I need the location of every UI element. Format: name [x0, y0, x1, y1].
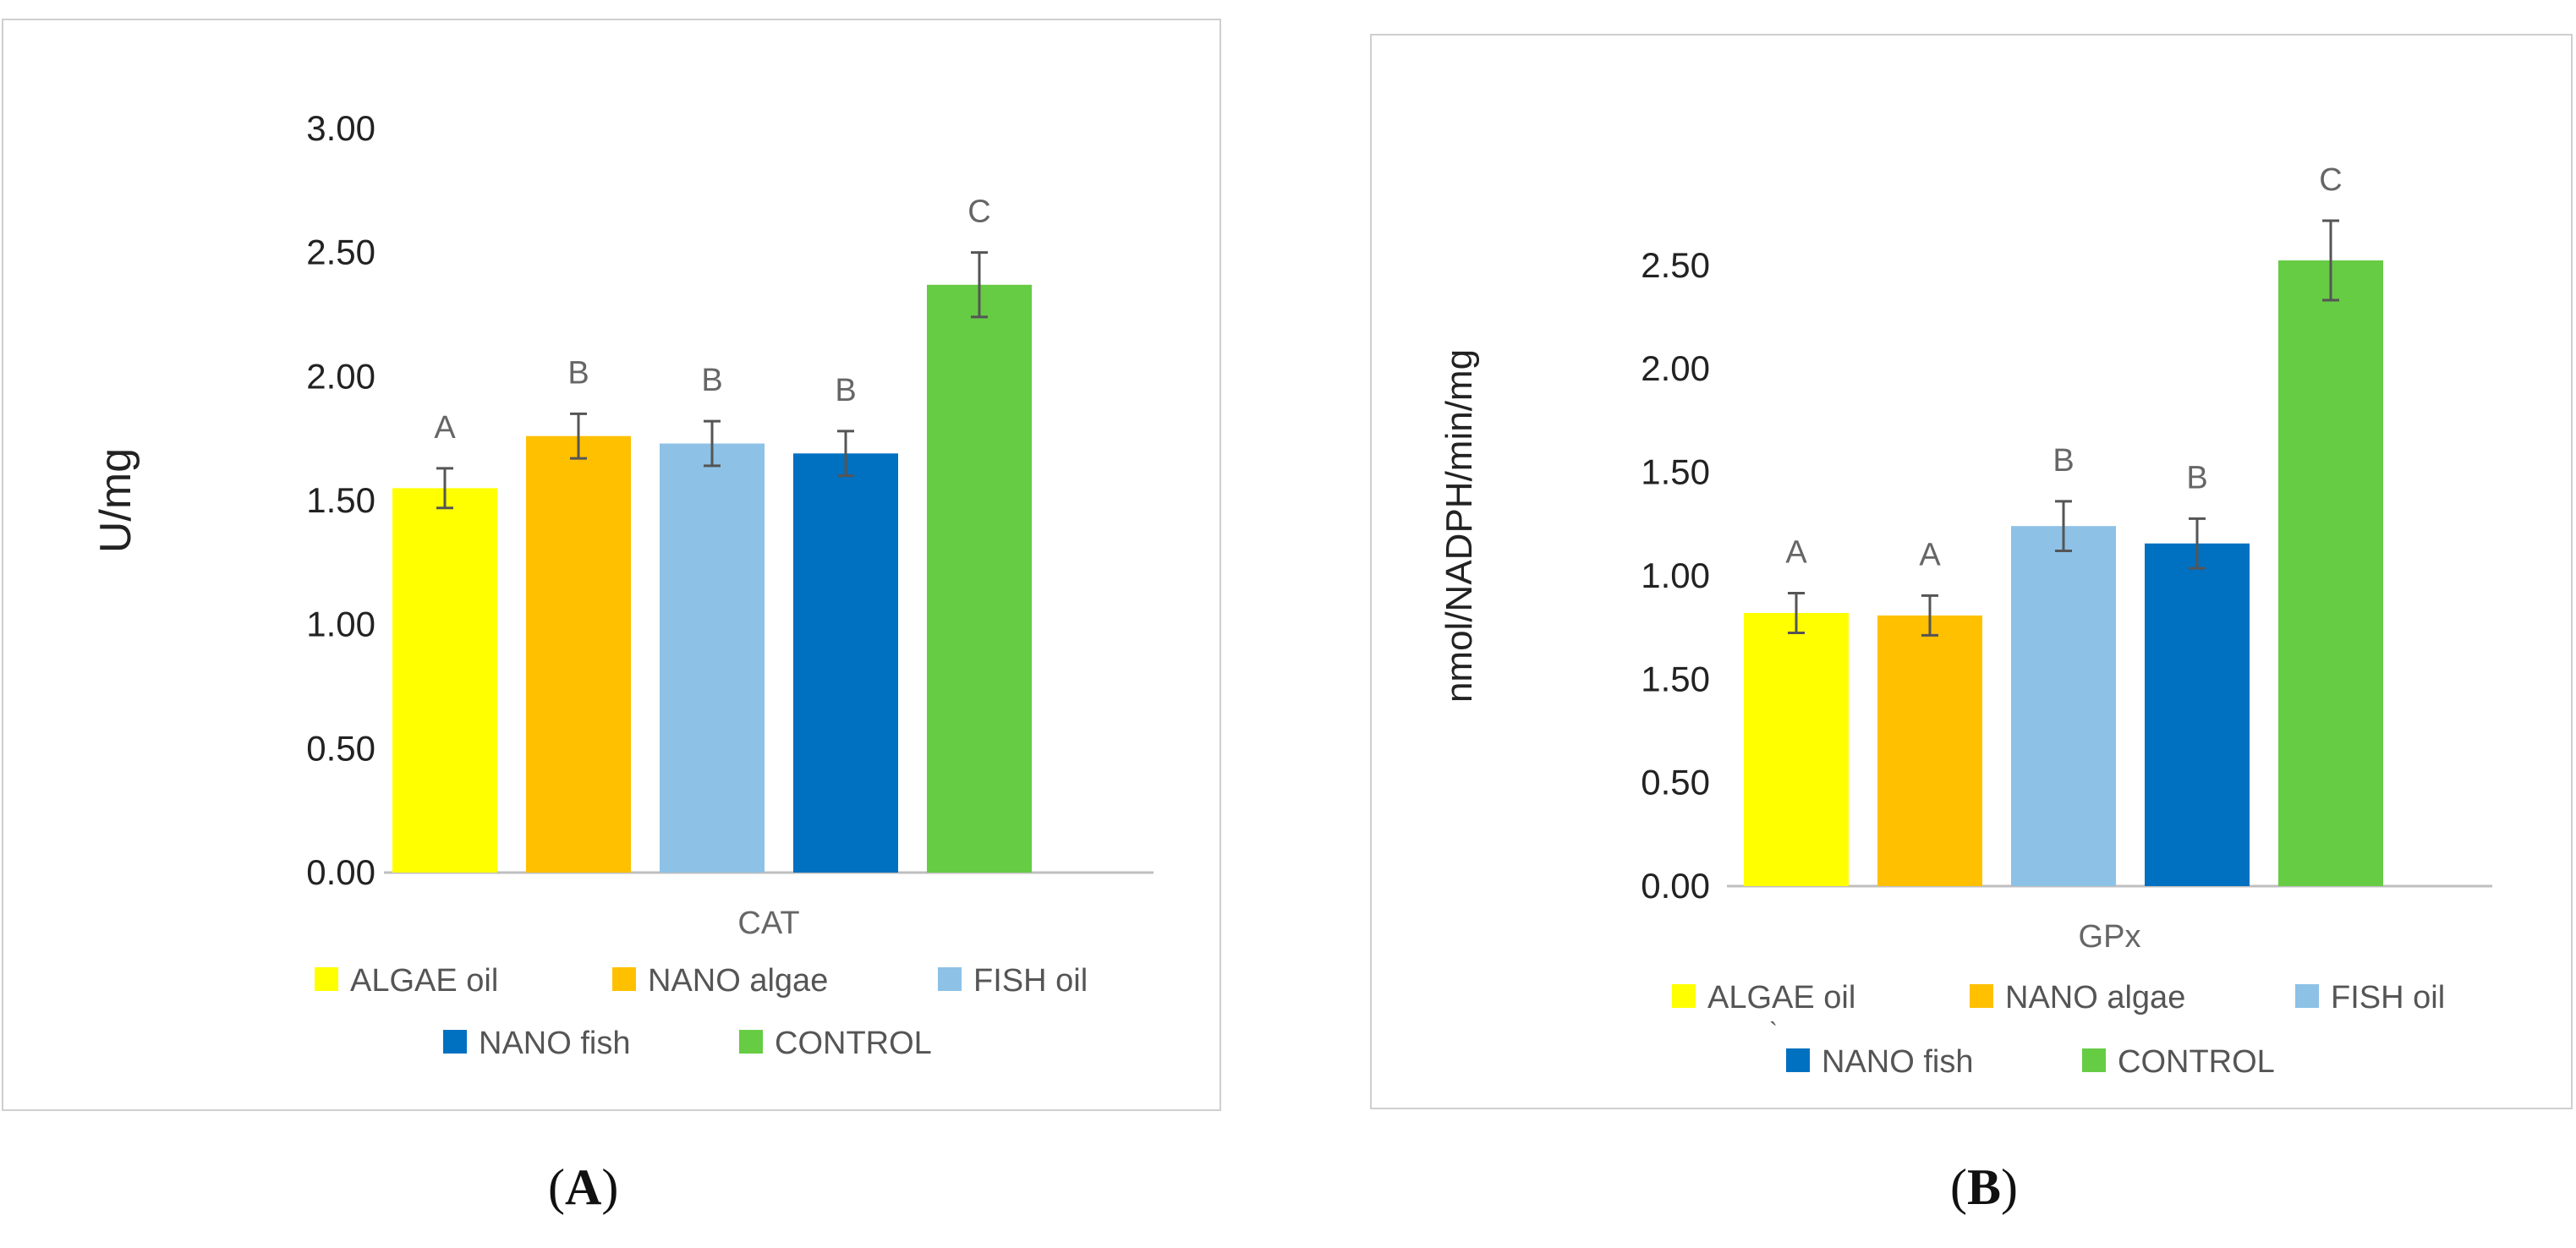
significance-letter-b-2: A: [1919, 537, 1941, 572]
caption-a-letter: A: [564, 1159, 602, 1215]
significance-letter-b-5: C: [2319, 162, 2342, 198]
bar-a-1: [392, 488, 497, 873]
caption-b-close: ): [2001, 1159, 2018, 1215]
y-tick-label-a: 1.50: [306, 480, 375, 520]
legend-label-b-2: NANO algae: [2005, 980, 2185, 1015]
y-tick-label-b: 2.00: [1641, 348, 1710, 388]
y-axis-label-a: U/mg: [91, 448, 140, 553]
bar-a-2: [526, 435, 631, 873]
legend-swatch-b-5: [2082, 1048, 2106, 1072]
legend-swatch-a-3: [938, 967, 962, 991]
y-tick-label-a: 2.00: [306, 356, 375, 396]
legend-swatch-a-4: [443, 1030, 467, 1054]
legend-swatch-b-1: [1672, 984, 1696, 1008]
significance-letter-b-4: B: [2186, 460, 2207, 495]
y-tick-label-b: 2.50: [1641, 245, 1710, 285]
significance-letter-b-1: A: [1785, 534, 1807, 570]
significance-letter-a-1: A: [434, 410, 456, 446]
y-tick-label-b: 0.50: [1641, 763, 1710, 802]
y-tick-label-a: 0.50: [306, 728, 375, 768]
significance-letter-a-2: B: [567, 355, 589, 391]
x-axis-label-a: CAT: [737, 906, 799, 941]
legend-swatch-a-1: [315, 967, 338, 991]
y-tick-label-a: 2.50: [306, 233, 375, 272]
legend-swatch-b-4: [1786, 1048, 1810, 1072]
bar-b-2: [1877, 615, 1982, 886]
legend-label-a-1: ALGAE oil: [350, 963, 498, 999]
caption-b: (B): [1950, 1158, 2018, 1217]
bar-b-1: [1744, 612, 1849, 886]
caption-a: (A): [548, 1158, 618, 1217]
legend-label-b-3: FISH oil: [2331, 980, 2445, 1015]
bar-a-3: [660, 443, 765, 873]
caption-b-letter: B: [1966, 1159, 2002, 1215]
bar-a-5: [927, 284, 1032, 873]
legend-label-a-3: FISH oil: [973, 963, 1088, 999]
chart-b-svg: 0.00 0.50 1.50 1.00 1.50 2.00 2.50 A A B B Cnmol/NA…: [1439, 162, 2492, 1080]
x-axis-label-b: GPx: [2079, 919, 2141, 955]
caption-a-close: ): [601, 1159, 619, 1215]
legend-label-b-1: ALGAE oil: [1707, 980, 1855, 1015]
bar-b-5: [2278, 260, 2383, 887]
bar-a-4: [793, 453, 898, 873]
legend-swatch-a-2: [612, 967, 636, 991]
caption-a-open: (: [548, 1159, 565, 1215]
legend-label-a-4: NANO fish: [479, 1026, 630, 1061]
legend-swatch-b-3: [2295, 984, 2319, 1008]
y-axis-label-b: nmol/NADPH/min/mg: [1439, 349, 1480, 703]
legend-label-b-5: CONTROL: [2118, 1044, 2275, 1080]
legend-swatch-a-5: [739, 1030, 763, 1054]
y-tick-label-a: 0.00: [306, 852, 375, 892]
stray-mark-b: `: [1769, 1018, 1778, 1046]
legend-label-b-4: NANO fish: [1822, 1044, 1973, 1080]
significance-letter-b-3: B: [2053, 443, 2074, 479]
y-tick-label-b: 0.00: [1641, 866, 1710, 906]
y-tick-label-a: 3.00: [306, 108, 375, 148]
chart-panel-a: 0.00 0.50 1.00 1.50 2.00 2.50 3.00 A B B B C U/mg CAT…: [2, 19, 1221, 1111]
significance-letter-a-4: B: [835, 373, 856, 408]
legend-label-a-5: CONTROL: [775, 1026, 932, 1061]
y-tick-label-b: 1.50: [1641, 659, 1710, 698]
y-tick-label-a: 1.00: [306, 605, 375, 644]
caption-b-open: (: [1950, 1159, 1967, 1215]
significance-letter-a-5: C: [967, 194, 990, 230]
bar-b-4: [2145, 543, 2250, 886]
bar-b-3: [2011, 526, 2116, 886]
y-tick-label-b: 1.00: [1641, 556, 1710, 595]
legend-label-a-2: NANO algae: [648, 963, 828, 999]
legend-swatch-b-2: [1970, 984, 1993, 1008]
significance-letter-a-3: B: [701, 363, 722, 398]
chart-a-svg: 0.00 0.50 1.00 1.50 2.00 2.50 3.00 A B B B C U/mg CAT…: [91, 108, 1154, 1061]
y-tick-label-b: 1.50: [1641, 452, 1710, 492]
